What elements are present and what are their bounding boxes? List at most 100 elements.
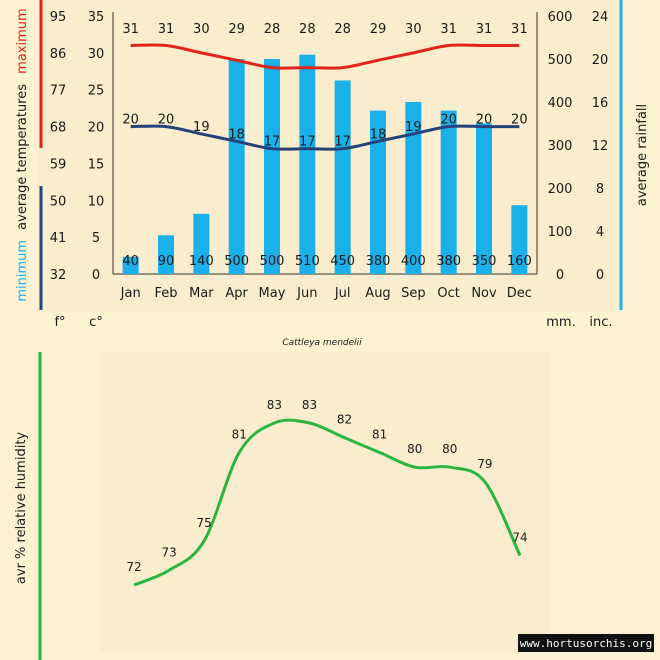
rainfall-mm-tick: 500 bbox=[548, 53, 573, 68]
rainfall-value-label: 380 bbox=[436, 254, 461, 269]
rainfall-bar bbox=[158, 235, 174, 274]
minimum-value-label: 17 bbox=[334, 135, 351, 150]
maximum-value-label: 31 bbox=[476, 22, 493, 37]
species-caption: Cattleya mendelii bbox=[282, 338, 362, 348]
watermark-box bbox=[518, 634, 654, 652]
rainfall-inch-tick: 20 bbox=[592, 53, 609, 68]
rainfall-bar bbox=[122, 256, 139, 274]
minimum-value-label: 20 bbox=[476, 113, 493, 128]
rainfall-bar bbox=[334, 80, 351, 274]
humidity-value-label: 82 bbox=[337, 413, 352, 427]
month-label: Jul bbox=[334, 286, 351, 301]
maximum-value-label: 28 bbox=[334, 22, 351, 37]
rainfall-value-label: 160 bbox=[507, 254, 532, 269]
humidity-value-label: 72 bbox=[126, 560, 141, 574]
minimum-temperature-line bbox=[130, 124, 520, 151]
rainfall-bar bbox=[370, 110, 386, 274]
celsius-tick: 25 bbox=[88, 84, 105, 99]
maximum-value-label: 30 bbox=[193, 22, 210, 37]
rainfall-mm-tick: 400 bbox=[548, 96, 573, 111]
humidity-value-label: 83 bbox=[267, 398, 282, 412]
rainfall-inch-tick: 12 bbox=[592, 139, 609, 154]
month-label: Jun bbox=[296, 286, 317, 301]
month-label: Aug bbox=[365, 286, 390, 301]
rainfall-inch-tick: 4 bbox=[596, 225, 604, 240]
minimum-value-label: 20 bbox=[158, 113, 175, 128]
rainfall-bar bbox=[193, 213, 210, 274]
fahrenheit-tick: 50 bbox=[50, 194, 67, 209]
month-label: May bbox=[259, 286, 286, 301]
celsius-tick: 30 bbox=[88, 47, 105, 62]
minimum-value-label: 18 bbox=[370, 127, 387, 142]
celsius-tick: 10 bbox=[88, 194, 105, 209]
rainfall-mm-tick: 0 bbox=[556, 268, 564, 283]
rainfall-value-label: 400 bbox=[401, 254, 426, 269]
humidity-value-label: 79 bbox=[477, 457, 492, 471]
humidity-value-label: 81 bbox=[232, 427, 247, 441]
fahrenheit-tick: 41 bbox=[50, 231, 67, 246]
celsius-tick: 15 bbox=[88, 157, 105, 172]
mm-unit: mm. bbox=[546, 315, 575, 330]
rainfall-value-label: 40 bbox=[122, 254, 139, 269]
rainfall-value-label: 140 bbox=[189, 254, 214, 269]
fahrenheit-tick: 77 bbox=[50, 84, 67, 99]
celsius-unit: c° bbox=[89, 315, 103, 330]
watermark: www.hortusorchis.org bbox=[520, 637, 652, 650]
rainfall-value-label: 500 bbox=[224, 254, 249, 269]
celsius-tick: 0 bbox=[92, 268, 100, 283]
rainfall-mm-tick: 200 bbox=[548, 182, 573, 197]
rainfall-value-label: 90 bbox=[158, 254, 175, 269]
maximum-label: maximum bbox=[15, 8, 30, 74]
humidity-value-label: 81 bbox=[372, 427, 387, 441]
fahrenheit-tick: 86 bbox=[50, 47, 67, 62]
rainfall-bar bbox=[440, 110, 457, 274]
month-label: Jan bbox=[120, 286, 141, 301]
celsius-tick: 20 bbox=[88, 121, 105, 136]
humidity-value-label: 80 bbox=[442, 442, 457, 456]
rainfall-inch-tick: 16 bbox=[592, 96, 609, 111]
rainfall-bar bbox=[511, 205, 528, 274]
rainfall-value-label: 350 bbox=[472, 254, 497, 269]
inch-unit: inc. bbox=[589, 315, 612, 330]
average-rainfall-label: average rainfall bbox=[635, 104, 650, 206]
minimum-value-label: 17 bbox=[264, 135, 281, 150]
fahrenheit-unit: f° bbox=[54, 315, 65, 330]
average-temperatures-label: average temperatures bbox=[15, 84, 30, 230]
rainfall-bar bbox=[228, 59, 245, 274]
rainfall-inch-tick: 8 bbox=[596, 182, 604, 197]
rainfall-mm-tick: 100 bbox=[548, 225, 573, 240]
maximum-value-label: 31 bbox=[440, 22, 457, 37]
rainfall-bar bbox=[264, 59, 280, 274]
month-label: Nov bbox=[471, 286, 497, 301]
rainfall-value-label: 510 bbox=[295, 254, 320, 269]
maximum-value-label: 29 bbox=[228, 22, 245, 37]
humidity-value-label: 74 bbox=[512, 531, 527, 545]
maximum-value-label: 31 bbox=[158, 22, 175, 37]
humidity-chart-panel bbox=[100, 352, 550, 652]
minimum-value-label: 17 bbox=[299, 135, 316, 150]
celsius-tick: 5 bbox=[92, 231, 100, 246]
fahrenheit-tick: 59 bbox=[50, 157, 67, 172]
month-label: Dec bbox=[507, 286, 532, 301]
minimum-value-label: 20 bbox=[440, 113, 457, 128]
rainfall-value-label: 500 bbox=[260, 254, 285, 269]
month-label: Feb bbox=[154, 286, 177, 301]
rainfall-value-label: 450 bbox=[330, 254, 355, 269]
rainfall-bar bbox=[476, 123, 492, 274]
svg-text:minimum average temperat: minimum average temperatures maximum bbox=[15, 8, 30, 301]
month-label: Sep bbox=[401, 286, 426, 301]
rainfall-bar bbox=[405, 102, 422, 274]
minimum-label: minimum bbox=[15, 240, 30, 302]
rainfall-value-label: 380 bbox=[366, 254, 391, 269]
fahrenheit-tick: 95 bbox=[50, 10, 67, 25]
celsius-tick: 35 bbox=[88, 10, 105, 25]
humidity-value-label: 75 bbox=[197, 516, 212, 530]
rainfall-bar bbox=[299, 54, 316, 275]
maximum-value-label: 31 bbox=[511, 22, 528, 37]
maximum-value-label: 28 bbox=[299, 22, 316, 37]
maximum-value-label: 28 bbox=[264, 22, 281, 37]
maximum-value-label: 29 bbox=[370, 22, 387, 37]
humidity-line bbox=[133, 418, 522, 587]
minimum-value-label: 20 bbox=[122, 113, 139, 128]
